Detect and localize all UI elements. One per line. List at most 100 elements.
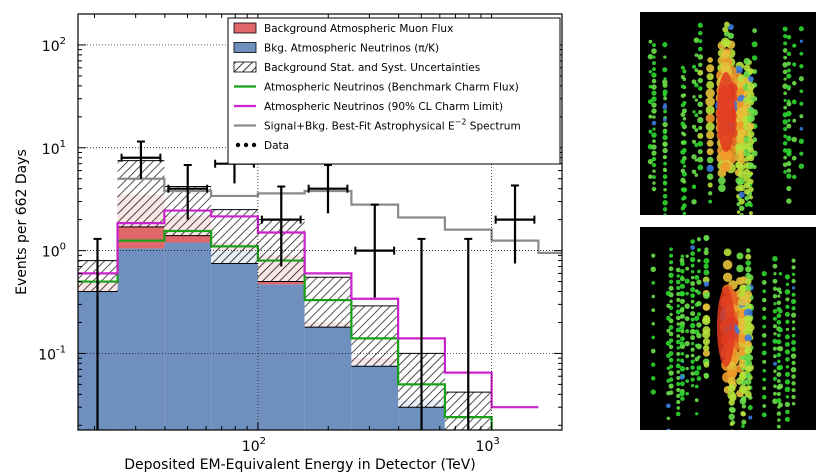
event-hit — [739, 384, 747, 393]
event-hit — [772, 346, 777, 351]
event-hit — [773, 391, 777, 396]
event-hit — [791, 258, 796, 263]
event-hit — [650, 348, 656, 354]
event-hit — [690, 365, 695, 370]
legend-label-3: Atmospheric Neutrinos (Benchmark Charm F… — [264, 82, 519, 94]
event-hit — [783, 41, 788, 46]
event-hit — [698, 110, 703, 115]
event-hit — [697, 22, 703, 28]
event-hit — [685, 329, 690, 334]
event-hit — [675, 267, 681, 273]
event-hit — [698, 31, 703, 36]
event-hit — [647, 159, 654, 165]
event-hit — [786, 34, 792, 40]
event-hit — [748, 171, 754, 176]
event-hit — [703, 263, 709, 269]
legend-label-text: Background Atmospheric Muon Flux — [264, 23, 453, 35]
event-hit — [799, 151, 804, 156]
event-hit — [776, 379, 781, 383]
event-hit — [675, 309, 681, 315]
event-hit — [676, 334, 681, 338]
event-hit — [707, 191, 713, 196]
event-hit — [772, 338, 778, 344]
event-hit — [690, 383, 695, 388]
event-hit — [748, 75, 754, 82]
event-hit — [676, 358, 680, 362]
event-hit — [726, 361, 737, 372]
event-hit — [784, 311, 790, 317]
legend-label-1: Bkg. Atmospheric Neutrinos (π/K) — [264, 43, 439, 55]
event-hit — [689, 322, 696, 329]
event-hit — [776, 411, 782, 416]
event-hit — [773, 354, 777, 359]
event-hit — [668, 279, 674, 284]
event-hit — [744, 346, 753, 355]
event-hit — [662, 79, 668, 85]
event-hit — [736, 252, 744, 260]
event-hit — [785, 304, 790, 310]
event-hit — [784, 274, 791, 280]
event-hit — [762, 315, 767, 320]
event-display-bottom-image — [650, 234, 797, 430]
event-hit — [675, 279, 681, 285]
event-hit — [776, 287, 782, 292]
event-hit — [786, 186, 792, 192]
x-tick-label-1: 103 — [476, 436, 500, 455]
event-hit — [745, 260, 752, 266]
uncertainty-band-bin-5 — [304, 277, 352, 328]
y-tick-label-3-base: 10 — [38, 347, 56, 363]
event-hit — [782, 141, 788, 146]
event-hit — [680, 65, 685, 70]
event-hit — [741, 419, 747, 425]
event-hit — [739, 205, 745, 212]
event-hit — [662, 174, 668, 180]
event-hit — [694, 398, 699, 403]
event-hit — [697, 259, 701, 263]
event-hit — [777, 418, 781, 422]
event-hit — [729, 421, 734, 426]
data-point — [464, 237, 473, 430]
event-hit — [772, 286, 778, 291]
event-hit — [666, 303, 671, 308]
event-hit — [676, 376, 681, 380]
event-hit — [741, 404, 747, 409]
event-hit — [738, 156, 746, 165]
event-hit — [702, 326, 711, 335]
event-hit — [762, 368, 767, 373]
event-hit — [662, 142, 667, 147]
event-hit — [799, 89, 804, 94]
event-hit — [695, 343, 702, 350]
event-hit — [651, 78, 657, 84]
event-hit — [736, 264, 744, 273]
event-hit — [762, 386, 767, 391]
event-hit — [744, 278, 752, 286]
event-hit — [668, 344, 674, 350]
bar-neutrino-bin-5 — [304, 327, 352, 430]
event-hit — [777, 402, 783, 408]
event-hit — [720, 37, 730, 47]
event-hit — [778, 271, 783, 276]
y-tick-label-2-exponent: 0 — [60, 242, 66, 253]
event-hit — [783, 126, 788, 132]
event-hit — [690, 377, 695, 382]
event-hit — [706, 130, 715, 140]
event-hit — [703, 361, 710, 368]
event-hit — [703, 292, 710, 299]
event-hit — [651, 308, 656, 313]
event-hit — [772, 398, 778, 405]
event-hit — [722, 272, 733, 283]
event-hit — [761, 412, 767, 418]
event-hit — [743, 182, 751, 189]
event-hit — [650, 389, 656, 395]
event-hit — [651, 294, 656, 299]
event-hit — [773, 302, 777, 306]
event-hit — [761, 333, 767, 338]
event-hit — [745, 385, 752, 391]
event-hit — [785, 365, 790, 369]
event-hit — [747, 114, 755, 123]
event-hit — [675, 339, 681, 345]
event-hit — [693, 370, 700, 376]
event-hit — [698, 125, 703, 131]
event-hit — [747, 83, 755, 91]
event-hit — [762, 324, 767, 329]
